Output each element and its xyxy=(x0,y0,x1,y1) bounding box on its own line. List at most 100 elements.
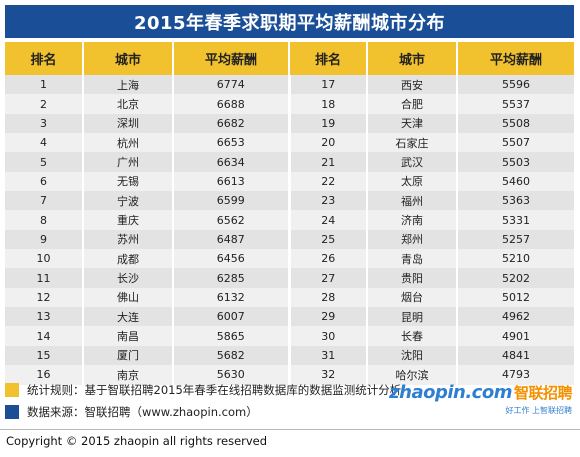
table-cell: 5012 xyxy=(457,287,574,308)
table-cell: 烟台 xyxy=(367,287,458,308)
table-cell: 24 xyxy=(289,210,368,230)
yellow-swatch-icon xyxy=(5,383,19,397)
column-header: 平均薪酬 xyxy=(173,42,290,75)
table-cell: 厦门 xyxy=(83,345,174,366)
table-row: 12 佛山 6132 28 烟台 5012 xyxy=(5,287,574,308)
table-cell: 11 xyxy=(5,268,84,288)
table-cell: 1 xyxy=(5,75,84,95)
table-cell: 6634 xyxy=(173,152,291,172)
table-cell: 5363 xyxy=(457,191,574,211)
table-cell: 石家庄 xyxy=(367,133,458,153)
footer-divider xyxy=(0,429,580,430)
logo-latin: zhaopin.com xyxy=(389,382,512,403)
note-source-text: 数据来源：智联招聘（www.zhaopin.com） xyxy=(27,405,258,419)
table-cell: 27 xyxy=(289,268,368,288)
table-cell: 5210 xyxy=(457,249,574,269)
table-cell: 2 xyxy=(5,94,84,114)
table-cell: 重庆 xyxy=(83,210,174,230)
table-cell: 郑州 xyxy=(367,229,458,250)
column-header: 平均薪酬 xyxy=(457,42,574,75)
table-cell: 21 xyxy=(289,152,368,172)
table-cell: 武汉 xyxy=(367,152,458,172)
note-rule-text: 统计规则：基于智联招聘2015年春季在线招聘数据库的数据监测统计分析 xyxy=(27,383,402,397)
table-cell: 5596 xyxy=(457,75,574,95)
table-cell: 昆明 xyxy=(367,307,458,327)
table-cell: 12 xyxy=(5,287,84,308)
column-header: 排名 xyxy=(289,42,368,75)
table-cell: 3 xyxy=(5,113,84,134)
table-row: 16 南京 5630 32 哈尔滨 4793 xyxy=(5,365,574,385)
table-row: 1 上海 6774 17 西安 5596 xyxy=(5,75,574,95)
table-cell: 13 xyxy=(5,307,84,327)
table-cell: 青岛 xyxy=(367,249,458,269)
table-body: 1 上海 6774 17 西安 5596 2 北京 6688 18 合肥 5537 3 深圳 6682 19 天… xyxy=(5,75,574,385)
table-cell: 9 xyxy=(5,229,84,250)
table-cell: 16 xyxy=(5,365,84,385)
table-cell: 10 xyxy=(5,249,84,269)
table-cell: 太原 xyxy=(367,171,458,192)
table-cell: 6 xyxy=(5,171,84,192)
table-cell: 23 xyxy=(289,191,368,211)
table-cell: 杭州 xyxy=(83,133,174,153)
table-cell: 6132 xyxy=(173,287,291,308)
table-cell: 4793 xyxy=(457,365,574,385)
table-cell: 5865 xyxy=(173,326,291,346)
note-source: 数据来源：智联招聘（www.zhaopin.com） xyxy=(5,401,574,423)
table-cell: 7 xyxy=(5,191,84,211)
table-cell: 天津 xyxy=(367,113,458,134)
salary-table: 排名 城市 平均薪酬 排名 城市 平均薪酬 1 上海 6774 17 西安 5596 2 北京 6688 1… xyxy=(5,42,574,385)
table-cell: 大连 xyxy=(83,307,174,327)
zhaopin-logo: zhaopin.com 智联招聘 好工作 上智联招聘 xyxy=(389,382,572,416)
table-cell: 沈阳 xyxy=(367,345,458,366)
table-cell: 4 xyxy=(5,133,84,153)
table-cell: 5508 xyxy=(457,113,574,134)
table-row: 4 杭州 6653 20 石家庄 5507 xyxy=(5,133,574,153)
note-rule: 统计规则：基于智联招聘2015年春季在线招聘数据库的数据监测统计分析 xyxy=(5,379,574,401)
table-cell: 5630 xyxy=(173,365,291,385)
table-row: 3 深圳 6682 19 天津 5508 xyxy=(5,113,574,134)
table-cell: 西安 xyxy=(367,75,458,95)
table-cell: 上海 xyxy=(83,75,174,95)
table-cell: 5682 xyxy=(173,345,291,366)
table-cell: 15 xyxy=(5,345,84,366)
table-cell: 北京 xyxy=(83,94,174,114)
table-cell: 26 xyxy=(289,249,368,269)
table-cell: 5331 xyxy=(457,210,574,230)
table-cell: 5507 xyxy=(457,133,574,153)
table-cell: 31 xyxy=(289,345,368,366)
table-cell: 深圳 xyxy=(83,113,174,134)
table-row: 14 南昌 5865 30 长春 4901 xyxy=(5,326,574,346)
table-row: 11 长沙 6285 27 贵阳 5202 xyxy=(5,268,574,288)
table-row: 10 成都 6456 26 青岛 5210 xyxy=(5,249,574,269)
table-cell: 苏州 xyxy=(83,229,174,250)
table-cell: 17 xyxy=(289,75,368,95)
table-cell: 6688 xyxy=(173,94,291,114)
table-row: 2 北京 6688 18 合肥 5537 xyxy=(5,94,574,114)
table-cell: 14 xyxy=(5,326,84,346)
table-cell: 6285 xyxy=(173,268,291,288)
logo-slogan: 好工作 上智联招聘 xyxy=(505,406,572,415)
table-row: 6 无锡 6613 22 太原 5460 xyxy=(5,171,574,192)
copyright-text: Copyright © 2015 zhaopin all rights rese… xyxy=(6,434,268,448)
table-cell: 6682 xyxy=(173,113,291,134)
blue-swatch-icon xyxy=(5,405,19,419)
table-cell: 5257 xyxy=(457,229,574,250)
table-cell: 哈尔滨 xyxy=(367,365,458,385)
table-cell: 29 xyxy=(289,307,368,327)
table-cell: 4901 xyxy=(457,326,574,346)
table-cell: 福州 xyxy=(367,191,458,211)
table-cell: 5460 xyxy=(457,171,574,192)
table-row: 8 重庆 6562 24 济南 5331 xyxy=(5,210,574,230)
table-cell: 济南 xyxy=(367,210,458,230)
table-cell: 6774 xyxy=(173,75,291,95)
column-header: 城市 xyxy=(83,42,174,75)
table-cell: 贵阳 xyxy=(367,268,458,288)
table-cell: 6487 xyxy=(173,229,291,250)
table-cell: 6599 xyxy=(173,191,291,211)
table-cell: 长沙 xyxy=(83,268,174,288)
table-cell: 6456 xyxy=(173,249,291,269)
table-cell: 22 xyxy=(289,171,368,192)
table-cell: 6613 xyxy=(173,171,291,192)
table-cell: 30 xyxy=(289,326,368,346)
table-row: 5 广州 6634 21 武汉 5503 xyxy=(5,152,574,172)
